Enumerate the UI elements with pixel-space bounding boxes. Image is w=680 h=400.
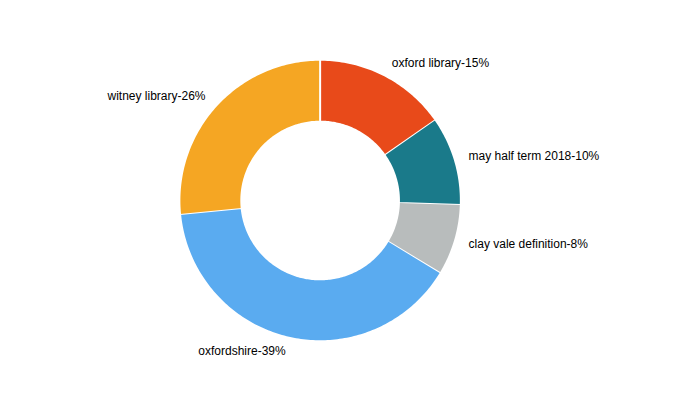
svg-text:clay vale definition-8%: clay vale definition-8% <box>469 237 589 251</box>
svg-text:witney library-26%: witney library-26% <box>106 89 205 103</box>
svg-text:oxfordshire-39%: oxfordshire-39% <box>198 344 286 358</box>
svg-text:may half term 2018-10%: may half term 2018-10% <box>469 149 600 163</box>
svg-text:oxford library-15%: oxford library-15% <box>392 56 490 70</box>
